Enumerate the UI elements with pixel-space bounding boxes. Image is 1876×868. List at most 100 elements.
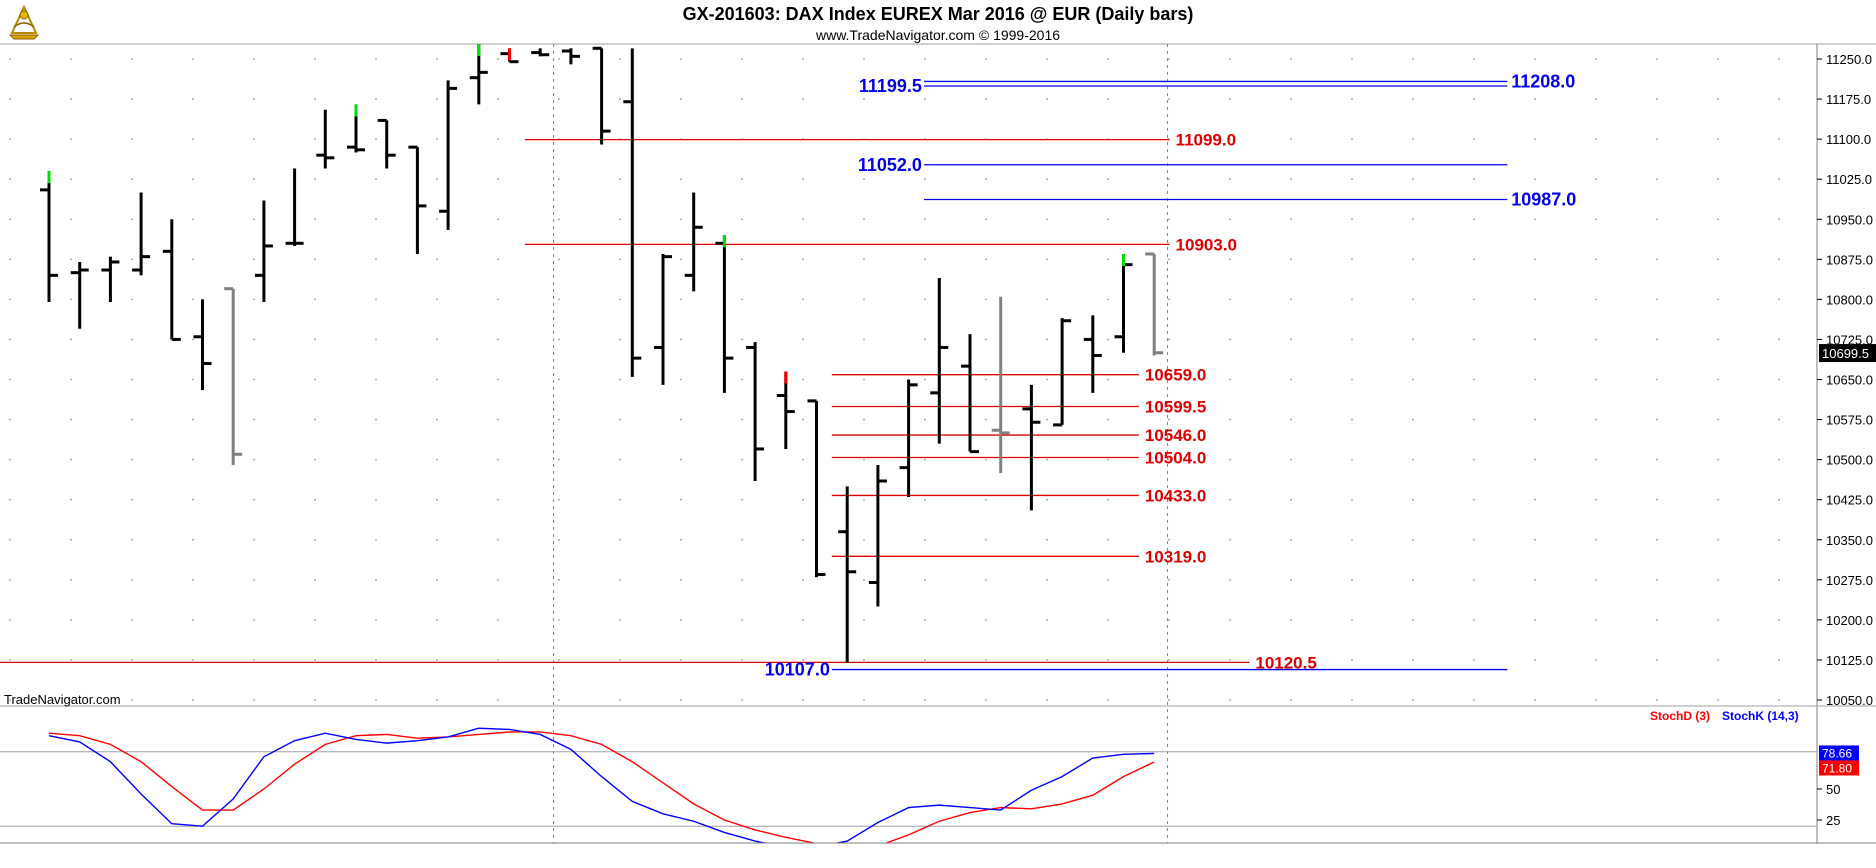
grid-dot	[1229, 699, 1231, 701]
grid-dot	[192, 178, 194, 180]
grid-dot	[1778, 699, 1780, 701]
grid-dot	[253, 459, 255, 461]
grid-dot	[863, 98, 865, 100]
grid-dot	[1656, 379, 1658, 381]
grid-dot	[1046, 98, 1048, 100]
grid-dot	[1717, 539, 1719, 541]
grid-dot	[192, 339, 194, 341]
grid-dot	[1778, 499, 1780, 501]
grid-dot	[253, 58, 255, 60]
grid-dot	[619, 699, 621, 701]
grid-dot	[1229, 619, 1231, 621]
grid-dot	[985, 619, 987, 621]
grid-dot	[1778, 218, 1780, 220]
level-label: 10599.5	[1145, 397, 1206, 416]
grid-dot	[253, 659, 255, 661]
grid-dot	[436, 619, 438, 621]
grid-dot	[497, 419, 499, 421]
grid-dot	[1412, 339, 1414, 341]
level-label: 11208.0	[1511, 71, 1575, 91]
grid-dot	[1534, 699, 1536, 701]
grid-dot	[558, 539, 560, 541]
grid-dot	[131, 379, 133, 381]
grid-dot	[558, 339, 560, 341]
grid-dot	[1656, 339, 1658, 341]
grid-dot	[985, 58, 987, 60]
grid-dot	[9, 138, 11, 140]
price-axis-label: 10050.0	[1826, 693, 1873, 708]
grid-dot	[1046, 459, 1048, 461]
grid-dot	[1717, 138, 1719, 140]
grid-dot	[1595, 619, 1597, 621]
grid-dot	[1717, 98, 1719, 100]
grid-dot	[741, 579, 743, 581]
grid-dot	[863, 659, 865, 661]
grid-dot	[1412, 298, 1414, 300]
grid-dot	[9, 98, 11, 100]
grid-dot	[1656, 539, 1658, 541]
grid-dot	[497, 619, 499, 621]
grid-dot	[9, 298, 11, 300]
grid-dot	[985, 218, 987, 220]
grid-dot	[1046, 579, 1048, 581]
grid-dot	[741, 339, 743, 341]
grid-dot	[192, 258, 194, 260]
level-label: 11052.0	[858, 155, 922, 175]
grid-dot	[1168, 539, 1170, 541]
grid-dot	[863, 339, 865, 341]
grid-dot	[680, 419, 682, 421]
grid-dot	[1290, 339, 1292, 341]
grid-dot	[1717, 699, 1719, 701]
grid-dot	[863, 58, 865, 60]
legend-stochk: StochK (14,3)	[1722, 709, 1799, 723]
grid-dot	[253, 619, 255, 621]
grid-dot	[1778, 138, 1780, 140]
grid-dot	[1595, 499, 1597, 501]
grid-dot	[1168, 419, 1170, 421]
grid-dot	[1168, 178, 1170, 180]
grid-dot	[1168, 298, 1170, 300]
grid-dot	[1107, 298, 1109, 300]
grid-dot	[1229, 58, 1231, 60]
grid-dot	[1656, 58, 1658, 60]
grid-dot	[497, 539, 499, 541]
grid-dot	[1412, 579, 1414, 581]
grid-dot	[1717, 298, 1719, 300]
grid-dot	[863, 699, 865, 701]
grid-dot	[985, 459, 987, 461]
grid-dot	[619, 499, 621, 501]
grid-dot	[436, 419, 438, 421]
grid-dot	[924, 298, 926, 300]
grid-dot	[1656, 619, 1658, 621]
grid-dot	[1412, 98, 1414, 100]
date-bar	[0, 843, 1817, 863]
grid-dot	[924, 539, 926, 541]
grid-dot	[436, 178, 438, 180]
grid-dot	[680, 459, 682, 461]
grid-dot	[1351, 339, 1353, 341]
grid-dot	[680, 379, 682, 381]
grid-dot	[924, 459, 926, 461]
grid-dot	[924, 339, 926, 341]
grid-dot	[375, 98, 377, 100]
grid-dot	[1290, 178, 1292, 180]
grid-dot	[1229, 258, 1231, 260]
grid-dot	[1778, 619, 1780, 621]
grid-dot	[619, 539, 621, 541]
grid-dot	[375, 619, 377, 621]
grid-dot	[436, 298, 438, 300]
grid-dot	[1534, 138, 1536, 140]
grid-dot	[1473, 499, 1475, 501]
grid-dot	[1473, 138, 1475, 140]
grid-dot	[497, 138, 499, 140]
grid-dot	[253, 419, 255, 421]
grid-dot	[436, 218, 438, 220]
grid-dot	[1717, 258, 1719, 260]
grid-dot	[1778, 339, 1780, 341]
price-axis-label: 10500.0	[1826, 453, 1873, 468]
grid-dot	[436, 379, 438, 381]
grid-dot	[314, 499, 316, 501]
grid-dot	[1412, 459, 1414, 461]
grid-dot	[1656, 659, 1658, 661]
level-label: 10319.0	[1145, 547, 1206, 566]
